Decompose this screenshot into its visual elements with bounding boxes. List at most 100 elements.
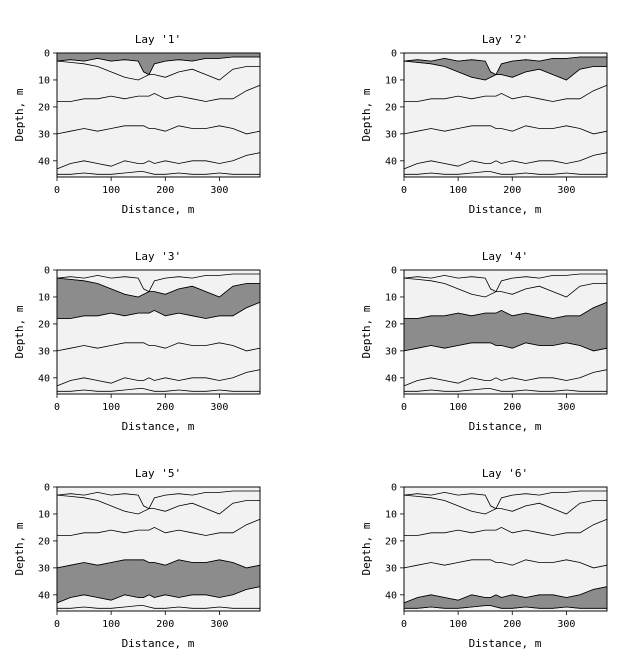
x-tick-label: 0 — [401, 185, 407, 196]
layer-boundary-b6 — [57, 171, 260, 175]
y-tick-label: 10 — [38, 292, 50, 303]
x-tick-label: 300 — [557, 185, 575, 196]
y-tick-label: 20 — [385, 319, 397, 330]
y-tick-label: 10 — [385, 292, 397, 303]
x-tick-label: 100 — [449, 402, 467, 413]
x-axis-label-5: Distance, m — [122, 637, 195, 650]
layer-boundary-b1 — [403, 273, 607, 293]
layer-boundary-b3 — [404, 518, 608, 536]
plot-frame-4 — [403, 269, 608, 395]
layer-boundary-b6 — [404, 388, 607, 392]
layer-boundary-b3 — [404, 84, 608, 102]
plot-area-6: 0 100 200 300 0 10 20 30 40 — [385, 483, 608, 630]
y-tick-label: 30 — [38, 346, 50, 357]
layer-boundary-b5 — [403, 586, 608, 604]
x-tick-label: 300 — [557, 402, 575, 413]
plot-frame-3 — [56, 269, 261, 395]
layer-boundary-b1 — [56, 273, 260, 293]
x-tick-label: 100 — [102, 619, 120, 630]
layer-boundary-b2 — [403, 277, 607, 298]
layer-boundary-b2 — [56, 277, 260, 298]
layer-boundary-b4 — [403, 342, 608, 352]
x-tick-label: 100 — [449, 185, 467, 196]
x-axis-label-1: Distance, m — [122, 203, 195, 216]
layer-boundary-b4 — [403, 125, 608, 135]
y-tick-label: 0 — [44, 49, 50, 60]
y-axis-label-2: Depth, m — [360, 88, 373, 141]
y-tick-label: 40 — [385, 590, 397, 601]
y-tick-label: 30 — [38, 129, 50, 140]
y-tick-label: 40 — [38, 156, 50, 167]
x-tick-label: 200 — [503, 619, 521, 630]
y-tick-label: 40 — [38, 590, 50, 601]
plot-area-1: 0 100 200 300 0 10 20 30 40 — [38, 49, 261, 196]
plot-frame-1 — [56, 52, 261, 178]
plot-area-3: 0 100 200 300 0 10 20 30 40 — [38, 266, 261, 413]
panel-title-1: Lay '1' — [135, 33, 181, 46]
y-tick-label: 20 — [385, 536, 397, 547]
x-tick-label: 0 — [54, 185, 60, 196]
x-tick-label: 100 — [102, 185, 120, 196]
plot-frame-2 — [403, 52, 608, 178]
y-tick-label: 30 — [385, 563, 397, 574]
y-tick-label: 0 — [44, 266, 50, 277]
layer-boundary-b2 — [56, 494, 260, 515]
layer-boundary-b6 — [404, 171, 607, 175]
y-tick-label: 10 — [38, 509, 50, 520]
y-tick-label: 20 — [38, 319, 50, 330]
x-tick-label: 100 — [102, 402, 120, 413]
layer-boundary-b2 — [56, 60, 260, 81]
y-axis-label-3: Depth, m — [13, 305, 26, 358]
panel-title-3: Lay '3' — [135, 250, 181, 263]
x-tick-label: 0 — [401, 619, 407, 630]
x-tick-label: 200 — [503, 402, 521, 413]
y-tick-label: 0 — [391, 49, 397, 60]
panel-title-5: Lay '5' — [135, 467, 181, 480]
x-axis-label-6: Distance, m — [469, 637, 542, 650]
plot-frame-5 — [56, 486, 261, 612]
y-axis-label-5: Depth, m — [13, 522, 26, 575]
layer-boundary-b4 — [56, 559, 261, 569]
layer-boundary-b5 — [56, 152, 261, 170]
layer-boundary-b4 — [56, 342, 261, 352]
plot-background-6 — [403, 486, 608, 612]
x-tick-label: 100 — [449, 619, 467, 630]
y-tick-label: 10 — [38, 75, 50, 86]
x-tick-label: 200 — [156, 619, 174, 630]
layer-boundary-b6 — [404, 605, 607, 609]
layer-boundary-b6 — [57, 605, 260, 609]
panel-title-4: Lay '4' — [482, 250, 528, 263]
layer-boundary-b5 — [56, 586, 261, 604]
y-tick-label: 40 — [38, 373, 50, 384]
y-tick-label: 30 — [385, 346, 397, 357]
layer-boundary-b1 — [403, 56, 607, 76]
x-tick-label: 300 — [210, 619, 228, 630]
y-tick-label: 20 — [385, 102, 397, 113]
y-tick-label: 30 — [38, 563, 50, 574]
layer-boundary-b3 — [404, 301, 608, 319]
layer-boundary-b4 — [56, 125, 261, 135]
y-tick-label: 0 — [44, 483, 50, 494]
plot-background-1 — [56, 52, 261, 178]
plot-area-4: 0 100 200 300 0 10 20 30 40 — [385, 266, 608, 413]
layer-boundary-b5 — [403, 152, 608, 170]
x-tick-label: 0 — [401, 402, 407, 413]
plot-area-2: 0 100 200 300 0 10 20 30 40 — [385, 49, 608, 196]
layer-boundary-b2 — [403, 60, 607, 81]
y-axis-label-1: Depth, m — [13, 88, 26, 141]
x-tick-label: 300 — [210, 402, 228, 413]
y-tick-label: 40 — [385, 156, 397, 167]
x-tick-label: 0 — [54, 402, 60, 413]
plot-frame-6 — [403, 486, 608, 612]
layer-boundary-b4 — [403, 559, 608, 569]
y-tick-label: 10 — [385, 75, 397, 86]
layer-boundary-b2 — [403, 494, 607, 515]
layer-boundary-b5 — [56, 369, 261, 387]
y-tick-label: 10 — [385, 509, 397, 520]
